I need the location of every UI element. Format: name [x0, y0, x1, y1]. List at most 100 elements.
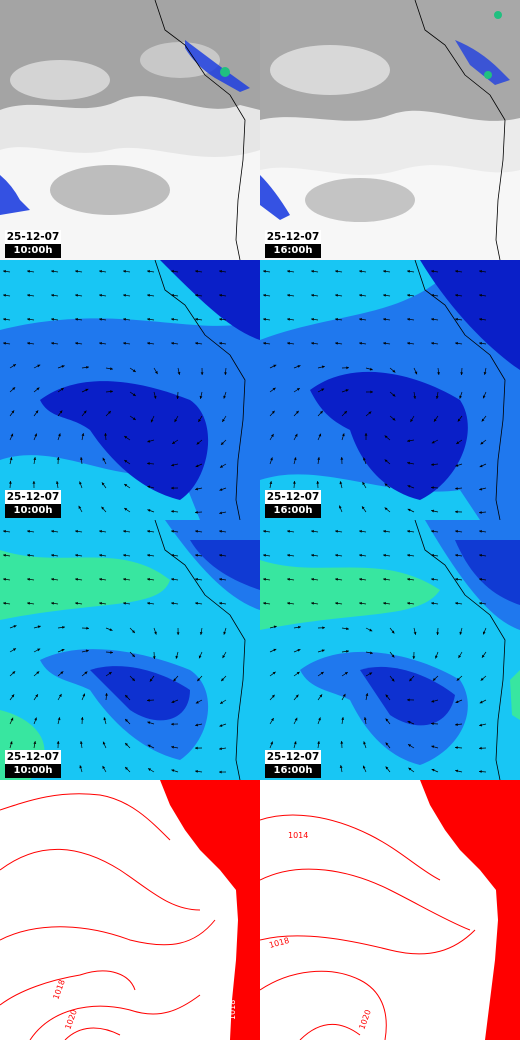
wind-arrow-head [83, 410, 87, 414]
wind-arrow-head [51, 293, 54, 297]
time-label: 16:00h [265, 504, 321, 518]
wind-arrow-head [359, 317, 362, 321]
wind-arrow-head [9, 457, 13, 461]
wind-arrow-head [368, 411, 372, 415]
wind-arrow-head [369, 628, 373, 632]
wind-arrow-head [147, 744, 151, 748]
wind-arrow-head [383, 293, 386, 297]
wind-arrow-head [362, 481, 366, 485]
wind-arrow-head [413, 396, 417, 399]
wind-arrow-head [407, 553, 410, 557]
pressure-panel-16h: 1014 1018 1020 [260, 780, 520, 1040]
wind-arrow-head [287, 601, 290, 605]
wind-arrow-head [383, 529, 386, 533]
wind-arrow-head [435, 655, 438, 659]
wind-arrow-head [75, 553, 78, 557]
wind-arrow-head [455, 553, 458, 557]
wind-arrow-head [459, 631, 463, 635]
wind-arrow-head [362, 765, 366, 769]
wind-arrow-head [346, 627, 349, 631]
wind-arrow-head [339, 481, 343, 485]
wind-arrow-head [195, 746, 198, 750]
wind-arrow-head [263, 317, 266, 321]
wind-arrow-head [37, 364, 41, 368]
time-label: 16:00h [265, 764, 321, 778]
wind-arrow-head [3, 601, 6, 605]
wind-arrow-head [408, 767, 412, 771]
wind-arrow-head [219, 317, 222, 321]
wind-arrow-head [103, 717, 107, 721]
wind-arrow-head [431, 745, 435, 749]
wind-arrow-head [318, 717, 321, 721]
wind-arrow-head [311, 341, 314, 345]
wind-arrow-head [198, 655, 202, 659]
wind-arrow-head [407, 317, 410, 321]
wind-arrow-head [385, 742, 389, 746]
wind-arrow-head [269, 481, 273, 484]
time-label: 10:00h [5, 504, 61, 518]
wind-arrow-head [125, 742, 128, 746]
date-label: 25-12-07 [265, 750, 321, 764]
wind-panel-dark-16h: 25-12-07 16:00h [260, 260, 520, 520]
wind-arrow-head [455, 700, 459, 704]
timestamp: 25-12-07 10:00h [5, 490, 61, 518]
wind-arrow-head [431, 577, 434, 581]
wind-arrow-head [458, 655, 462, 659]
wind-arrow-head [86, 626, 89, 630]
wind-arrow-head [27, 293, 30, 297]
wind-arrow-head [102, 741, 106, 745]
wind-arrow-head [364, 433, 368, 436]
isobar-label: 1014 [288, 831, 308, 840]
wind-arrow-head [79, 765, 83, 769]
time-label: 16:00h [265, 244, 321, 258]
wind-arrow-head [36, 671, 40, 675]
wind-arrow-head [61, 648, 65, 652]
wind-arrow-head [319, 410, 323, 414]
wind-arrow-head [75, 317, 78, 321]
wind-arrow-head [385, 766, 389, 770]
wind-arrow-head [195, 487, 199, 491]
wind-arrow-head [219, 577, 222, 581]
wind-arrow-head [263, 577, 266, 581]
wind-arrow-head [11, 694, 15, 698]
wind-arrow-head [78, 505, 82, 509]
wind-arrow-head [12, 364, 16, 367]
wind-arrow-head [147, 577, 150, 581]
wind-arrow-head [407, 269, 410, 273]
wind-arrow-head [171, 553, 174, 557]
date-label: 25-12-07 [265, 490, 321, 504]
wind-arrow-head [319, 694, 323, 698]
wind-arrow-head [359, 553, 362, 557]
wind-arrow-head [321, 388, 325, 392]
wind-arrow-head [219, 770, 222, 774]
wind-arrow-head [479, 723, 483, 727]
wind-arrow-head [407, 341, 410, 345]
wind-arrow-head [56, 741, 60, 744]
wind-arrow-head [365, 693, 369, 697]
wind-arrow-head [195, 577, 198, 581]
wind-arrow-head [132, 393, 136, 396]
wind-arrow-head [171, 722, 174, 726]
wind-arrow-head [481, 654, 485, 658]
wind-arrow-head [384, 507, 388, 511]
wind-arrow-head [27, 269, 30, 273]
wind-arrow-head [11, 410, 15, 414]
wind-arrow-head [195, 529, 198, 533]
wind-arrow-head [171, 769, 175, 772]
wind-arrow-head [123, 553, 126, 557]
wind-arrow-head [219, 269, 222, 273]
wind-arrow-head [147, 341, 150, 345]
wind-arrow-head [33, 741, 37, 744]
wind-arrow-head [311, 269, 314, 273]
time-label: 10:00h [5, 244, 61, 258]
wind-arrow-head [32, 481, 36, 484]
wind-arrow-head [123, 601, 126, 605]
wind-arrow-icon [263, 269, 487, 514]
wind-arrow-head [344, 411, 347, 414]
wind-arrow-head [51, 553, 54, 557]
wind-arrow-head [60, 671, 64, 675]
wind-arrow-head [13, 625, 17, 628]
wind-arrow-head [153, 395, 157, 399]
wind-arrow-head [171, 341, 174, 345]
wind-arrow-head [101, 506, 105, 510]
